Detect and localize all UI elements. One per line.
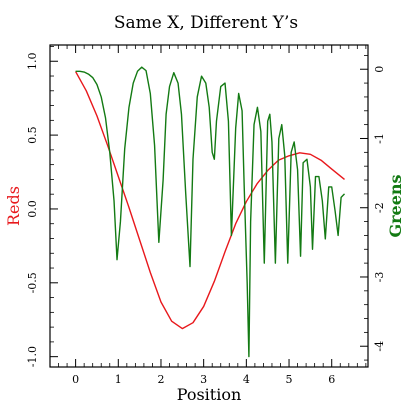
x-tick-label: 2 bbox=[157, 373, 164, 386]
y-left-tick-label: -0.5 bbox=[26, 272, 39, 293]
x-tick-label: 4 bbox=[243, 373, 250, 386]
y-right-tick-label: -4 bbox=[373, 341, 386, 352]
y-right-tick-label: -3 bbox=[373, 272, 386, 283]
x-tick-label: 5 bbox=[286, 373, 293, 386]
y-right-tick-label: -1 bbox=[373, 133, 386, 144]
y-right-tick-label: -2 bbox=[373, 202, 386, 213]
y-left-tick-label: -1.0 bbox=[26, 346, 39, 367]
axis-ticks bbox=[50, 45, 368, 367]
right-y-axis-label: Greens bbox=[386, 174, 405, 237]
x-tick-label: 0 bbox=[72, 373, 79, 386]
x-axis-label: Position bbox=[177, 385, 242, 404]
green-series-line bbox=[76, 67, 345, 356]
right-y-tick-labels: 0 -1 -2 -3 -4 bbox=[373, 66, 386, 352]
plot-frame bbox=[50, 45, 368, 367]
series-group bbox=[76, 67, 345, 356]
x-tick-label: 1 bbox=[115, 373, 122, 386]
left-y-tick-labels: 1.0 0.5 0.0 -0.5 -1.0 bbox=[26, 52, 39, 367]
left-y-axis-label: Reds bbox=[4, 186, 23, 226]
y-left-tick-label: 1.0 bbox=[26, 52, 39, 70]
chart-title: Same X, Different Y’s bbox=[114, 13, 298, 33]
y-left-tick-label: 0.0 bbox=[26, 200, 39, 218]
y-left-tick-label: 0.5 bbox=[26, 126, 39, 144]
y-right-tick-label: 0 bbox=[373, 66, 386, 73]
x-tick-label: 6 bbox=[328, 373, 335, 386]
